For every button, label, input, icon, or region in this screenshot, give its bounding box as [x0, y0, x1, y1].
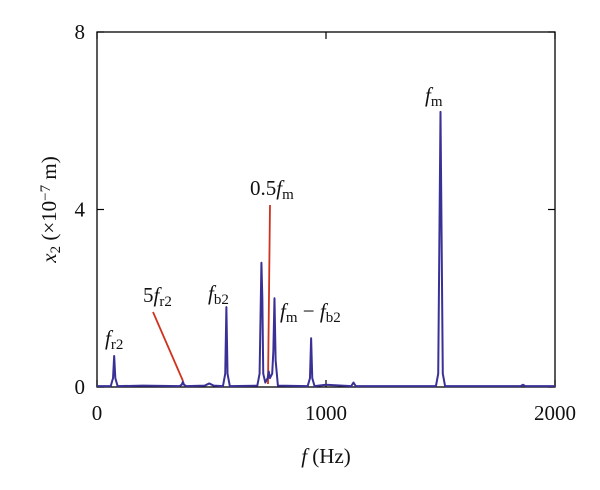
annotation: fm	[425, 83, 443, 110]
y-axis-label-part: (×10	[37, 201, 61, 246]
annotation-part: b2	[326, 310, 341, 326]
annotation-part: f	[425, 83, 434, 107]
x-axis-label: f (Hz)	[301, 444, 351, 468]
x-axis-label-part: (Hz)	[307, 444, 351, 468]
annotation-part: 0.5	[250, 176, 276, 200]
x-tick-label: 2000	[534, 401, 576, 425]
y-axis-label: x2 (×10−7 m)	[37, 156, 64, 263]
annotation-part: f	[105, 326, 114, 350]
annotation-part: m	[286, 310, 298, 326]
plot-frame	[96, 31, 556, 388]
annotation-part: f	[208, 281, 217, 305]
leader-line	[152, 311, 184, 382]
y-tick-label: 0	[75, 375, 86, 399]
annotation-part: f	[320, 299, 329, 323]
annotation: 0.5fm	[250, 176, 294, 203]
y-axis-label-part: 2	[48, 246, 64, 254]
y-axis-label-part: x	[37, 253, 61, 264]
annotation: 5fr2	[143, 283, 172, 310]
leader-line	[267, 204, 271, 385]
annotation-part: r2	[159, 294, 172, 310]
annotation: fm − fb2	[280, 299, 341, 326]
annotation-part: −	[298, 299, 320, 323]
x-axis-label-part: f	[301, 444, 310, 468]
annotation-part: m	[282, 187, 294, 203]
y-axis-label-part: −7	[38, 184, 54, 200]
x-tick-label: 1000	[305, 401, 347, 425]
annotation-part: 5	[143, 283, 154, 307]
annotation: fb2	[208, 281, 229, 308]
x-tick-label: 0	[92, 401, 103, 425]
annotation-part: m	[431, 94, 443, 110]
annotation-part: f	[154, 283, 163, 307]
y-axis-label-part: m)	[37, 156, 61, 185]
annotation-part: r2	[111, 337, 124, 353]
annotation: fr2	[105, 326, 123, 353]
annotation-part: f	[276, 176, 285, 200]
annotation-part: f	[280, 299, 289, 323]
spectrum-line	[97, 110, 555, 388]
y-tick-label: 4	[75, 198, 86, 222]
annotation-part: b2	[214, 292, 229, 308]
y-tick-label: 8	[75, 20, 86, 44]
